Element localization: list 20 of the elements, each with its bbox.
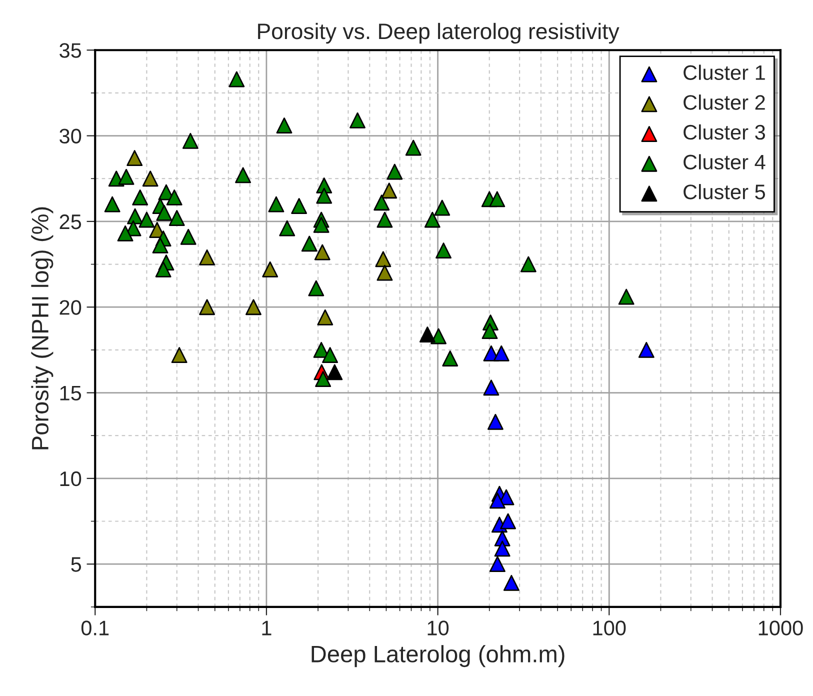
x-tick-label: 0.1 xyxy=(81,620,109,636)
chart-title: Porosity vs. Deep laterolog resistivity xyxy=(258,22,620,44)
legend-label: Cluster 3 xyxy=(684,124,765,140)
y-tick-label: 20 xyxy=(60,300,82,315)
legend-label: Cluster 1 xyxy=(684,64,765,80)
y-tick-label: 25 xyxy=(60,214,82,230)
y-axis-title: Porosity (NPHI log) (%) xyxy=(31,207,54,450)
x-tick-label: 1000 xyxy=(758,620,803,636)
x-tick-label: 10 xyxy=(428,620,449,636)
y-tick-label: 15 xyxy=(60,386,82,401)
y-tick-label: 10 xyxy=(60,471,82,486)
y-tick-label: 30 xyxy=(60,128,82,144)
y-tick-label: 5 xyxy=(71,557,82,572)
legend-label: Cluster 4 xyxy=(684,154,766,170)
x-axis-title: Deep Laterolog (ohm.m) xyxy=(312,645,564,668)
legend-label: Cluster 5 xyxy=(684,184,766,200)
x-tick-label: 1 xyxy=(262,620,272,636)
legend-label: Cluster 2 xyxy=(684,94,765,110)
x-tick-label: 100 xyxy=(593,620,626,636)
y-tick-label: 35 xyxy=(60,43,82,58)
